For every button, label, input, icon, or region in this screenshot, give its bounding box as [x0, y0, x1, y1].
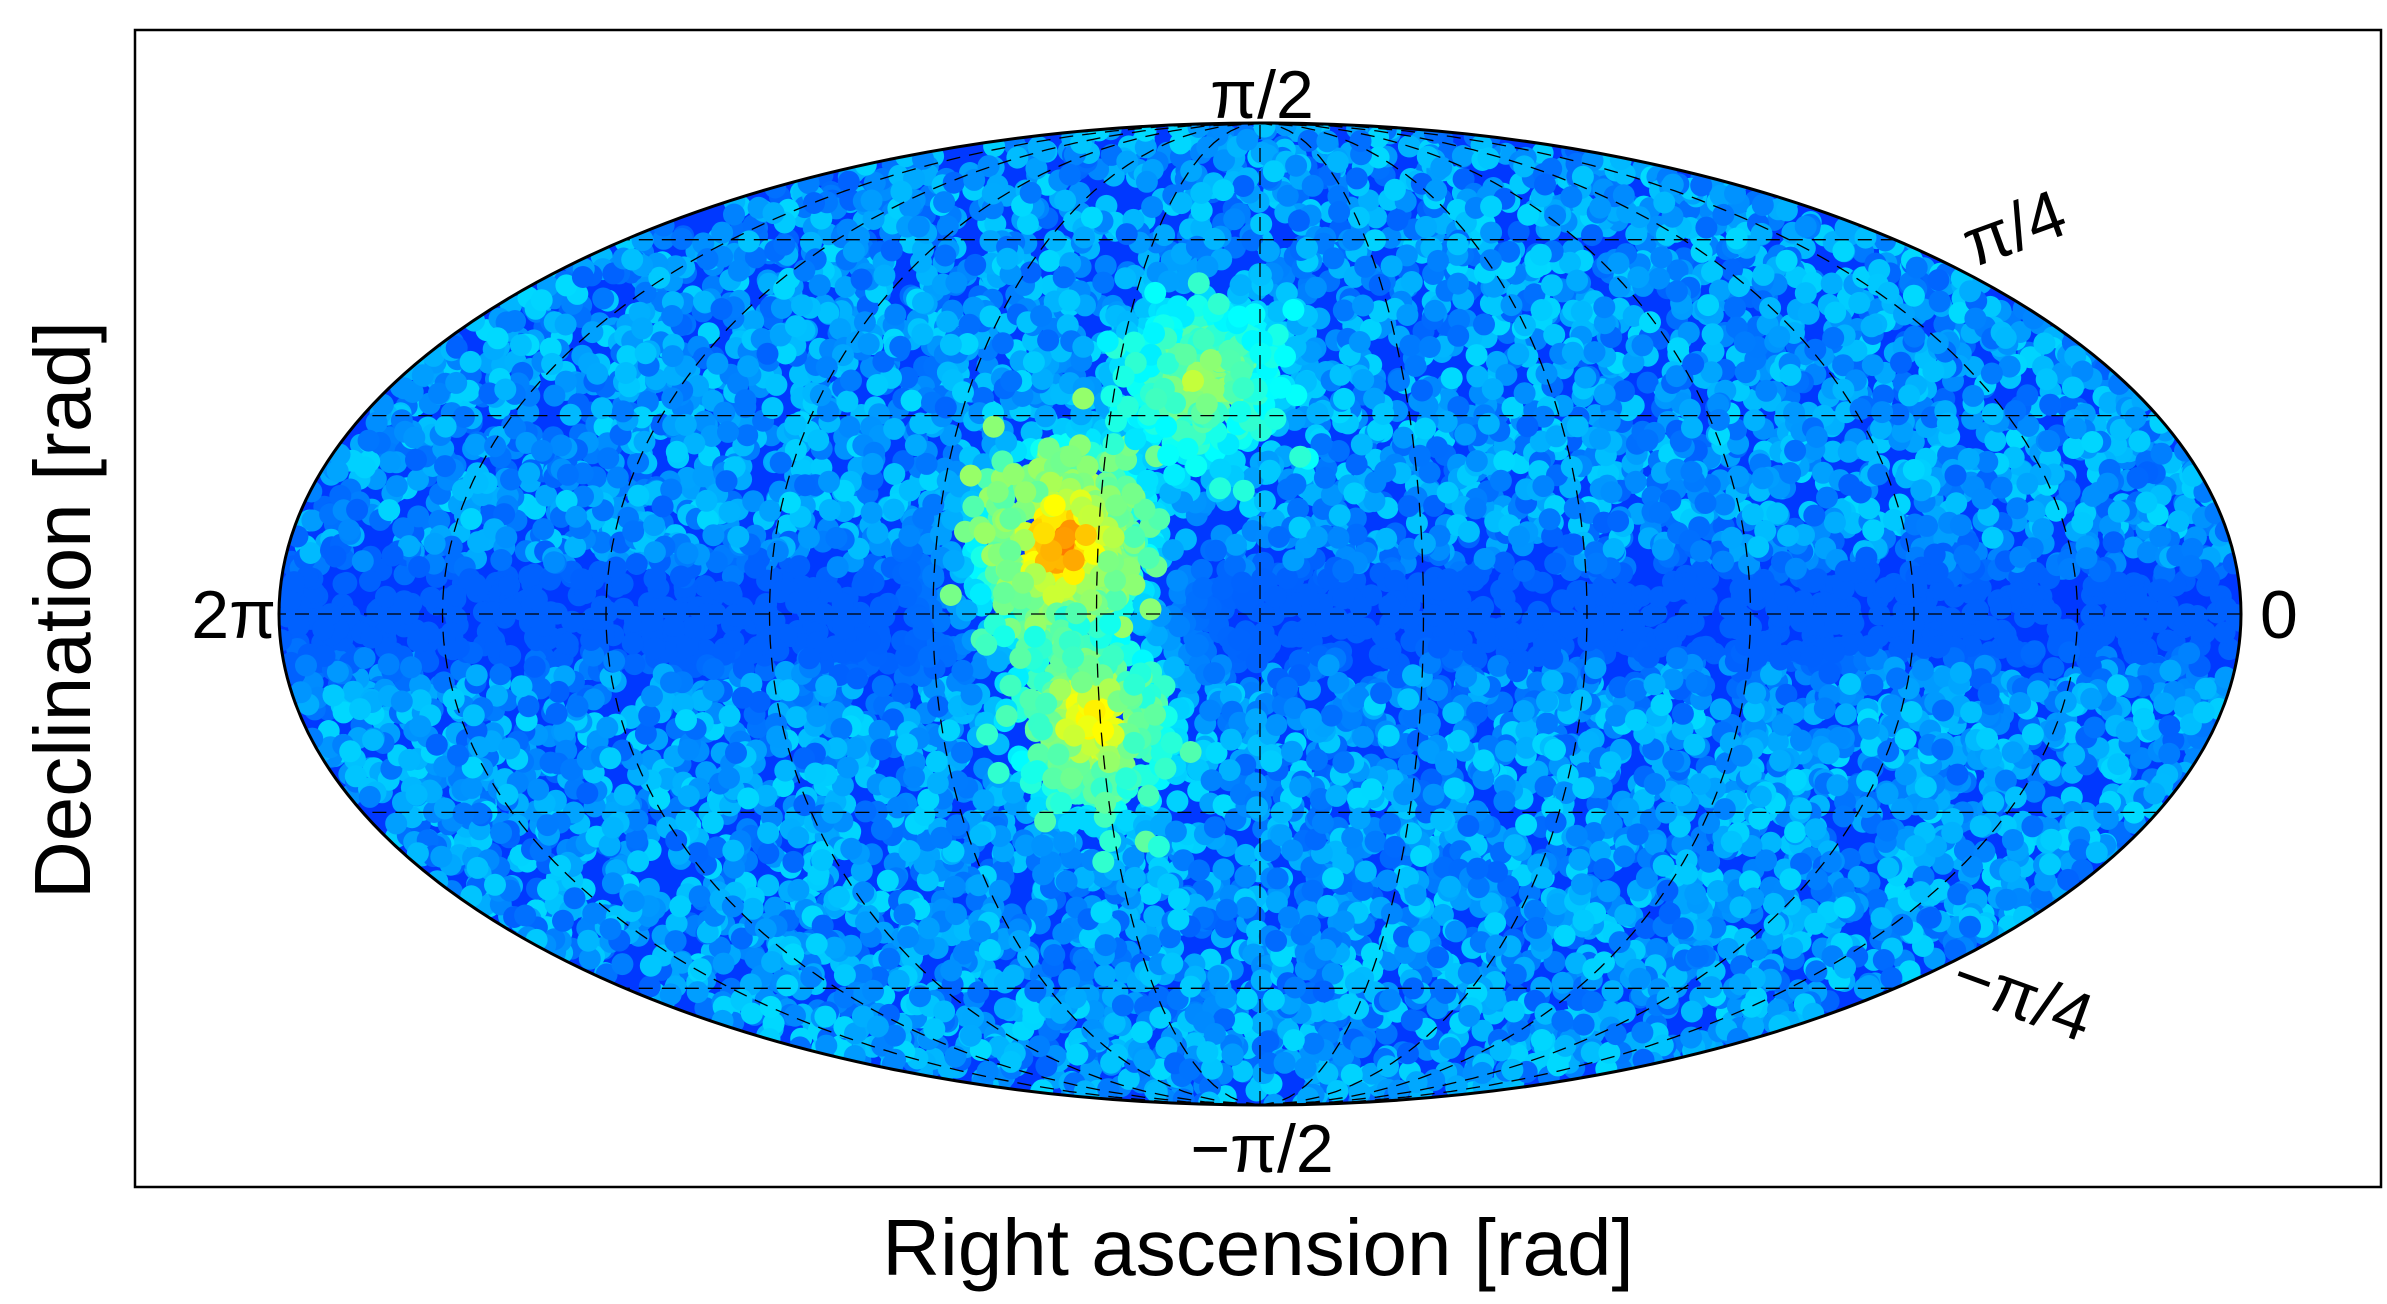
data-point: [1553, 924, 1576, 947]
data-point: [1865, 888, 1888, 911]
data-point: [2218, 638, 2241, 661]
data-point: [785, 706, 808, 729]
data-point: [1020, 421, 1043, 444]
data-point: [1114, 267, 1137, 290]
data-point: [537, 878, 559, 901]
data-point: [1961, 855, 1983, 878]
data-point: [671, 227, 693, 250]
data-point: [765, 373, 788, 396]
projection-area: [279, 123, 2241, 1105]
data-point: [1858, 975, 1880, 997]
data-point: [1962, 384, 1985, 407]
data-point: [1639, 311, 1661, 334]
data-point: [1945, 492, 1968, 515]
data-point: [1984, 429, 2007, 452]
data-points: [279, 123, 2241, 1105]
data-point: [1880, 694, 1903, 717]
data-point: [838, 415, 861, 438]
data-point: [1848, 291, 1871, 314]
data-point: [1166, 569, 1189, 592]
data-point: [1487, 654, 1510, 677]
data-point: [1166, 790, 1189, 813]
data-point: [826, 556, 849, 579]
data-point: [1535, 362, 1558, 385]
data-point: [1784, 768, 1807, 791]
data-point: [623, 653, 646, 676]
data-point: [873, 264, 896, 287]
data-point: [1680, 1026, 1703, 1049]
data-point: [1347, 206, 1370, 229]
data-point: [1706, 880, 1729, 902]
data-point: [2058, 480, 2081, 503]
data-point: [1781, 937, 1804, 959]
data-point: [951, 741, 973, 764]
data-point: [1493, 587, 1516, 610]
data-point: [1709, 698, 1732, 721]
data-point: [1388, 369, 1410, 392]
